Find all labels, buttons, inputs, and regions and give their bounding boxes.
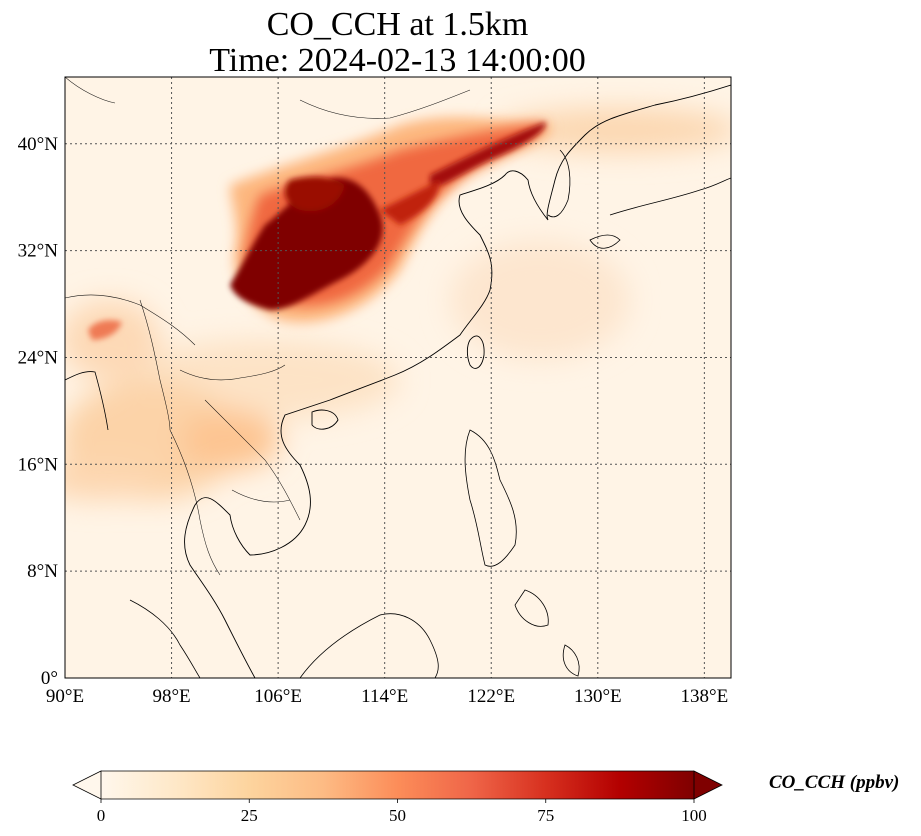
x-tick-label: 90°E bbox=[46, 686, 84, 707]
haze-northeast bbox=[500, 108, 731, 152]
colorbar-tick-label: 100 bbox=[681, 806, 707, 825]
x-tick-label: 122°E bbox=[467, 686, 515, 707]
coastline-hainan bbox=[311, 409, 339, 430]
border-china-south bbox=[179, 364, 286, 381]
coastline-bay-of-bengal bbox=[65, 371, 109, 431]
haze-bangladesh bbox=[65, 300, 160, 380]
y-tick-labels: 0° 8°N 16°N 24°N 32°N 40°N bbox=[18, 134, 59, 689]
x-tick-label: 114°E bbox=[361, 686, 408, 707]
coastline-taiwan bbox=[466, 335, 485, 369]
x-tick-label: 98°E bbox=[152, 686, 190, 707]
x-tick-label: 138°E bbox=[681, 686, 729, 707]
map-title-line2: Time: 2024-02-13 14:00:00 bbox=[209, 42, 586, 79]
colorbar-extend-min bbox=[72, 770, 102, 800]
plume-core-bohai bbox=[430, 122, 546, 190]
plume-layer-core bbox=[88, 122, 546, 340]
border-myanmar bbox=[139, 299, 171, 431]
plume-assam bbox=[88, 320, 122, 340]
border-northwest bbox=[65, 77, 116, 104]
y-tick-label: 40°N bbox=[18, 134, 59, 155]
map-frame bbox=[64, 76, 732, 679]
haze-laos bbox=[180, 410, 280, 470]
x-tick-label: 130°E bbox=[574, 686, 622, 707]
colorbar-tick-labels: 0 25 50 75 100 bbox=[97, 799, 707, 825]
coastline-mainland bbox=[184, 84, 731, 678]
coastline-mindanao bbox=[514, 589, 549, 627]
colorbar-tick-label: 0 bbox=[97, 806, 106, 825]
coastline-kyushu bbox=[589, 234, 621, 249]
map-title-line1: CO_CCH at 1.5km bbox=[266, 6, 529, 43]
x-tick-label: 106°E bbox=[254, 686, 302, 707]
y-tick-label: 32°N bbox=[18, 241, 59, 262]
colorbar-tick-label: 75 bbox=[537, 806, 554, 825]
coastline-sulawesi bbox=[562, 644, 580, 677]
colorbar-tick-label: 25 bbox=[241, 806, 258, 825]
coastline-sumatra bbox=[129, 599, 201, 678]
border-cambodia bbox=[231, 489, 291, 503]
colorbar-gradient bbox=[101, 771, 694, 799]
border-mongolia bbox=[299, 89, 471, 119]
concentration-field bbox=[65, 108, 731, 500]
background-haze bbox=[65, 108, 731, 500]
coastline-korea bbox=[547, 149, 571, 218]
plume-core-loess bbox=[284, 176, 345, 212]
colorbar-extend-max bbox=[693, 770, 723, 800]
coastline-borneo bbox=[299, 613, 439, 678]
y-tick-label: 16°N bbox=[18, 454, 59, 475]
coastline-honshu bbox=[609, 177, 731, 216]
y-tick-label: 0° bbox=[41, 668, 58, 689]
x-tick-labels: 90°E 98°E 106°E 114°E 122°E 130°E 138°E bbox=[46, 686, 728, 707]
border-vietnam-laos bbox=[204, 399, 301, 521]
border-himalaya bbox=[65, 294, 196, 346]
haze-myanmar bbox=[65, 460, 160, 500]
gridlines bbox=[65, 77, 731, 678]
plume-core-north-china bbox=[380, 180, 440, 225]
coastlines bbox=[65, 84, 731, 678]
borders bbox=[65, 77, 471, 576]
y-tick-label: 8°N bbox=[27, 561, 58, 582]
colorbar-tick-label: 50 bbox=[389, 806, 406, 825]
y-tick-label: 24°N bbox=[18, 347, 59, 368]
border-thailand bbox=[169, 429, 221, 576]
haze-east-china-sea bbox=[450, 240, 630, 360]
coastline-philippines bbox=[464, 429, 517, 567]
plume-core-sichuan bbox=[230, 177, 383, 310]
colorbar-label: CO_CCH (ppbv) bbox=[769, 772, 899, 793]
colorbar: 0 25 50 75 100 CO_CCH (ppbv) bbox=[72, 770, 899, 825]
